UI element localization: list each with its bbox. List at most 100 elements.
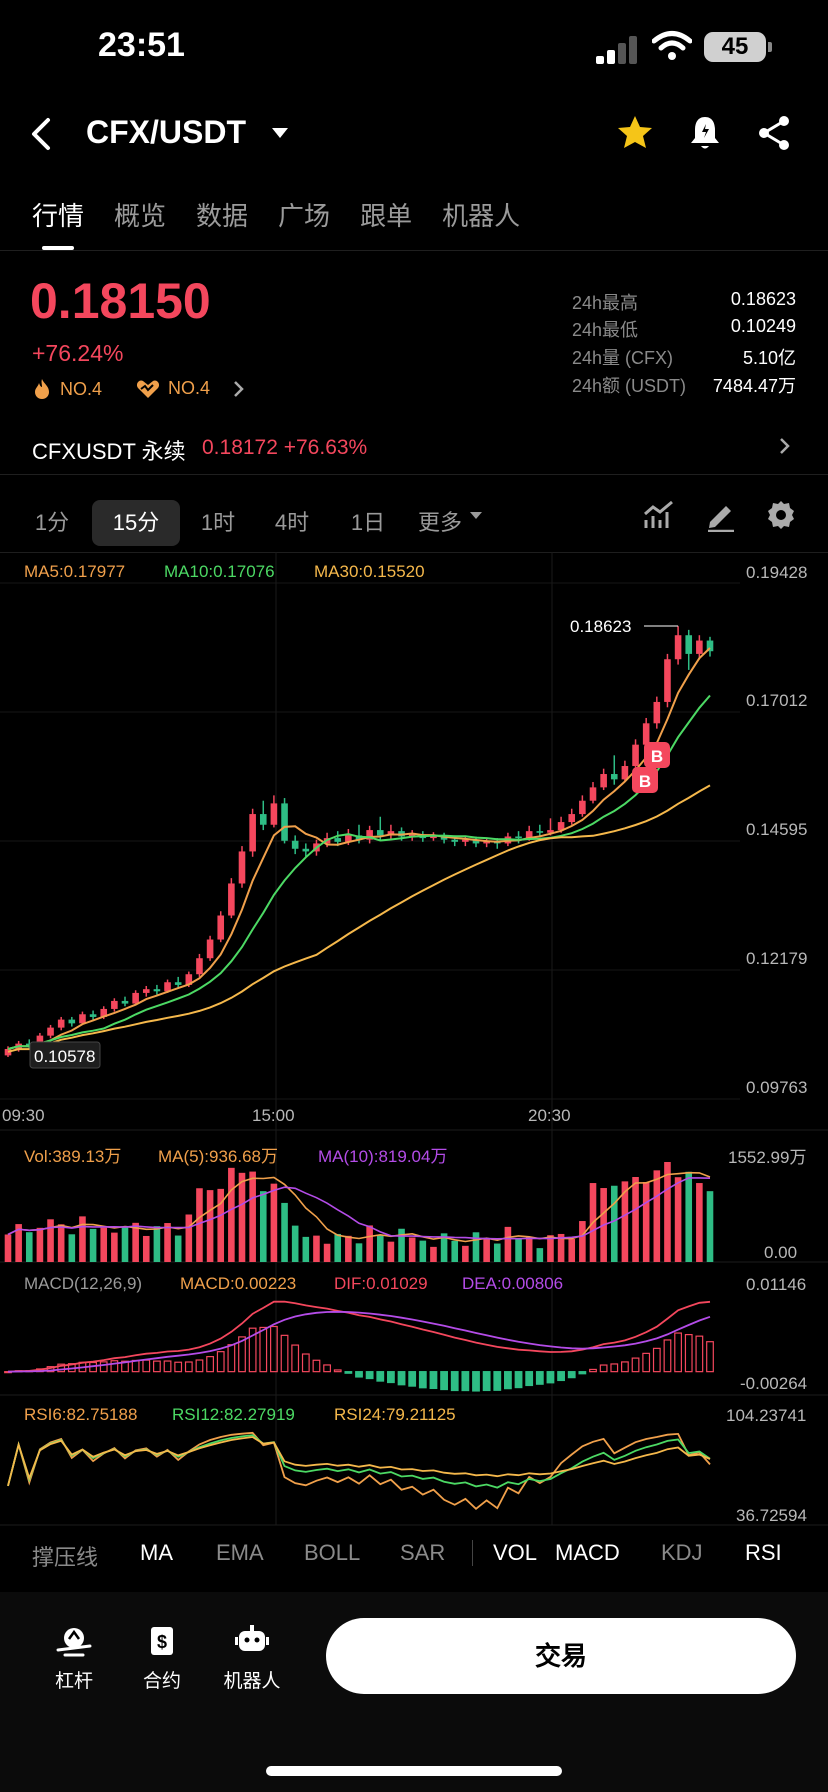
candle-body xyxy=(653,701,661,724)
macd-histogram-bar xyxy=(142,1359,151,1373)
tab-market[interactable]: 行情 xyxy=(32,201,85,231)
active-tab-indicator xyxy=(42,246,74,250)
macd-histogram-bar xyxy=(323,1364,331,1373)
indicator-boll[interactable]: BOLL xyxy=(304,1540,361,1565)
volume-bar xyxy=(47,1219,54,1262)
volume-bar xyxy=(642,1182,650,1262)
indicator-kdj[interactable]: KDJ xyxy=(661,1540,703,1565)
candle-body xyxy=(281,803,288,841)
tab-robot[interactable]: 机器人 xyxy=(442,201,521,231)
perpetual-contract-price[interactable]: 0.18172 +76.63% xyxy=(202,436,368,459)
draw-pencil-icon[interactable] xyxy=(704,498,738,532)
ma10-line xyxy=(7,694,711,1050)
candle-body xyxy=(153,989,161,992)
more-caret-icon[interactable] xyxy=(470,512,482,519)
volume-bar xyxy=(440,1233,448,1262)
macd-histogram-bar xyxy=(291,1344,300,1373)
svg-text:$: $ xyxy=(157,1632,167,1652)
candle-body xyxy=(174,982,182,985)
timeframe-1d[interactable]: 1日 xyxy=(350,510,386,535)
volume-bar xyxy=(217,1188,225,1262)
indicator-ma[interactable]: MA xyxy=(140,1540,173,1565)
candle-body xyxy=(79,1014,86,1024)
volume-bar xyxy=(164,1223,171,1262)
macd-histogram-bar xyxy=(259,1326,268,1373)
stat-value-turnover: 7484.47万 xyxy=(712,376,796,396)
timeframe-1h[interactable]: 1时 xyxy=(200,510,236,535)
macd-histogram-bar xyxy=(184,1361,193,1373)
indicator-macd[interactable]: MACD xyxy=(555,1540,620,1565)
volume-bar xyxy=(196,1188,203,1262)
ma-lines xyxy=(7,647,711,1053)
volume-bar xyxy=(387,1241,395,1262)
indicator-ema[interactable]: EMA xyxy=(216,1540,264,1565)
timeframe-1m[interactable]: 1分 xyxy=(34,510,70,535)
volume-bar xyxy=(504,1226,512,1262)
tab-overview[interactable]: 概览 xyxy=(114,201,167,231)
candle-body xyxy=(696,640,703,654)
volume-axis-label: 0.00 xyxy=(764,1243,798,1262)
kline-chart[interactable]: 0.18623 0.10578 BB xyxy=(0,552,828,1540)
timeframe-15m[interactable]: 15分 xyxy=(92,500,180,546)
hot-rank-badge[interactable]: NO.4 xyxy=(32,378,102,400)
gain-rank-badge[interactable]: NO.4 xyxy=(136,378,210,399)
macd-histogram-bar xyxy=(99,1361,108,1373)
macd-histogram-bar xyxy=(578,1371,587,1375)
candle-body xyxy=(270,803,278,825)
macd-histogram-bar xyxy=(174,1361,183,1373)
indicator-chart-icon[interactable] xyxy=(642,498,676,532)
trade-button[interactable]: 交易 xyxy=(326,1618,796,1694)
alert-bell-icon[interactable] xyxy=(688,114,722,152)
dea-legend: DEA:0.00806 xyxy=(462,1274,564,1293)
volume-bar xyxy=(525,1236,533,1262)
macd-histogram-bar xyxy=(706,1341,714,1373)
stat-value-high: 0.18623 xyxy=(730,289,796,309)
indicator-rsi[interactable]: RSI xyxy=(745,1540,782,1565)
perpetual-contract-name[interactable]: CFXUSDT 永续 xyxy=(32,439,186,464)
chevron-right-icon[interactable] xyxy=(778,436,792,456)
indicator-sar[interactable]: SAR xyxy=(400,1540,446,1565)
timeframe-4h[interactable]: 4时 xyxy=(274,510,310,535)
volume-bar xyxy=(185,1214,193,1262)
tab-copy-trading[interactable]: 跟单 xyxy=(360,201,413,231)
candle-body xyxy=(706,640,714,652)
leverage-nav[interactable]: 杠杆 xyxy=(34,1624,114,1693)
volume-bar xyxy=(462,1245,469,1262)
macd-histogram-bar xyxy=(387,1371,395,1384)
volume-bar xyxy=(313,1235,320,1262)
candles xyxy=(4,626,714,1057)
pair-title[interactable]: CFX/USDT xyxy=(86,114,246,150)
volume-bar xyxy=(621,1181,629,1262)
macd-histogram-bar xyxy=(599,1364,608,1373)
favorite-star-icon[interactable] xyxy=(616,114,654,152)
volume-bar xyxy=(472,1232,480,1262)
candle-body xyxy=(291,840,299,849)
tab-square[interactable]: 广场 xyxy=(278,201,331,231)
chevron-right-icon[interactable] xyxy=(232,380,246,398)
back-arrow-icon[interactable] xyxy=(26,114,56,154)
robot-nav[interactable]: 机器人 xyxy=(212,1624,292,1693)
volume-bar xyxy=(483,1238,490,1262)
buy-marker xyxy=(644,742,670,768)
contract-divider xyxy=(0,474,828,475)
timeframe-more[interactable]: 更多 xyxy=(417,510,462,535)
tab-data[interactable]: 数据 xyxy=(196,201,249,231)
ma10-legend: MA10:0.17076 xyxy=(164,562,275,581)
volume-bar xyxy=(547,1235,554,1262)
macd-histogram-bar xyxy=(153,1360,161,1373)
indicator-vol[interactable]: VOL xyxy=(493,1540,538,1565)
volume-bar xyxy=(334,1233,342,1262)
share-icon[interactable] xyxy=(756,114,792,152)
candle-body xyxy=(164,982,171,992)
volume-bar xyxy=(398,1228,405,1262)
pair-dropdown-icon[interactable] xyxy=(272,128,288,138)
robot-label: 机器人 xyxy=(223,1671,281,1692)
macd-histogram-bar xyxy=(535,1371,544,1385)
volume-bar xyxy=(430,1246,437,1262)
support-resistance-toggle[interactable]: 撑压线 xyxy=(32,1545,99,1570)
contract-nav[interactable]: $ 合约 xyxy=(122,1624,202,1693)
volume-bar xyxy=(36,1227,44,1262)
volume-bar xyxy=(25,1232,33,1262)
settings-gear-icon[interactable] xyxy=(764,498,798,532)
volume-bar xyxy=(270,1183,278,1262)
